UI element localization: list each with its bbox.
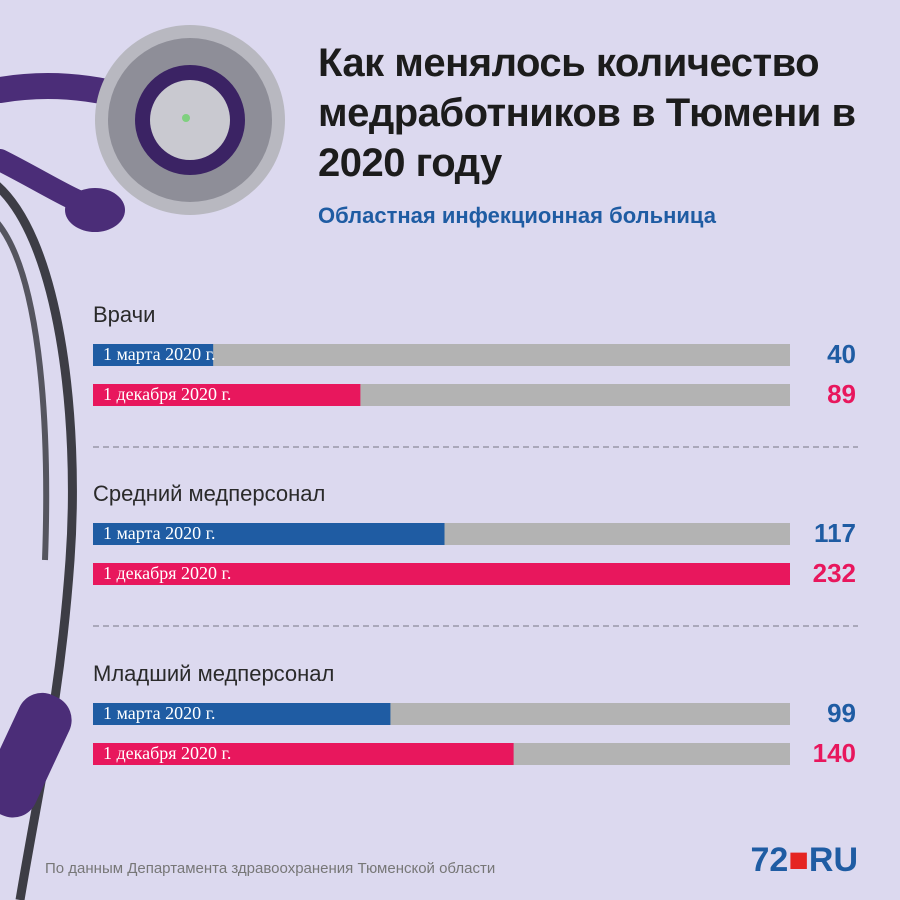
logo-suffix: RU xyxy=(809,841,858,879)
bar xyxy=(93,743,514,765)
source-note: По данным Департамента здравоохранения Т… xyxy=(45,860,495,877)
series-label: 1 марта 2020 г. xyxy=(103,703,215,723)
category-label: Средний медперсонал xyxy=(93,481,325,506)
bar xyxy=(93,563,790,585)
chart-subtitle: Областная инфекционная больница xyxy=(318,203,716,228)
value-label: 40 xyxy=(827,339,856,369)
series-label: 1 декабря 2020 г. xyxy=(103,563,231,583)
series-label: 1 марта 2020 г. xyxy=(103,344,215,364)
series-label: 1 декабря 2020 г. xyxy=(103,743,231,763)
value-label: 99 xyxy=(827,698,856,728)
series-label: 1 декабря 2020 г. xyxy=(103,384,231,404)
category-label: Младший медперсонал xyxy=(93,661,334,686)
value-label: 117 xyxy=(814,518,856,548)
bar xyxy=(93,523,445,545)
logo: 72■RU xyxy=(751,841,858,879)
series-label: 1 марта 2020 г. xyxy=(103,523,215,543)
value-label: 140 xyxy=(813,738,856,768)
value-label: 232 xyxy=(813,558,856,588)
bar xyxy=(93,384,361,406)
value-label: 89 xyxy=(827,379,856,409)
logo-number: 72 xyxy=(751,841,789,879)
bar xyxy=(93,344,214,366)
chart-title: Как менялось количество медработников в … xyxy=(318,41,856,185)
category-label: Врачи xyxy=(93,302,155,327)
stethoscope-illustration xyxy=(0,25,285,900)
bar-track xyxy=(93,344,790,366)
bar xyxy=(93,703,391,725)
logo-square: ■ xyxy=(788,841,809,879)
